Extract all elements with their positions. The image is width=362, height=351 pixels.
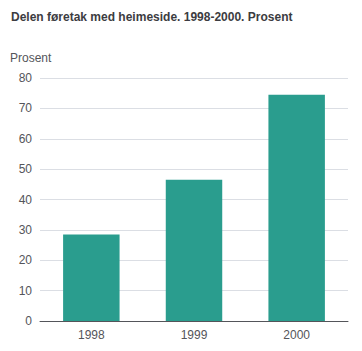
svg-text:0: 0	[25, 314, 32, 328]
svg-text:Delen føretak med heimeside. 1: Delen føretak med heimeside. 1998-2000. …	[11, 10, 292, 24]
svg-text:1999: 1999	[181, 328, 208, 342]
svg-text:40: 40	[19, 193, 33, 207]
svg-text:50: 50	[19, 162, 33, 176]
svg-text:80: 80	[19, 71, 33, 85]
svg-text:20: 20	[19, 253, 33, 267]
svg-text:70: 70	[19, 101, 33, 115]
svg-text:Prosent: Prosent	[10, 51, 52, 65]
svg-text:1998: 1998	[78, 328, 105, 342]
svg-text:60: 60	[19, 132, 33, 146]
svg-text:30: 30	[19, 223, 33, 237]
svg-text:2000: 2000	[283, 328, 310, 342]
svg-text:10: 10	[19, 284, 33, 298]
